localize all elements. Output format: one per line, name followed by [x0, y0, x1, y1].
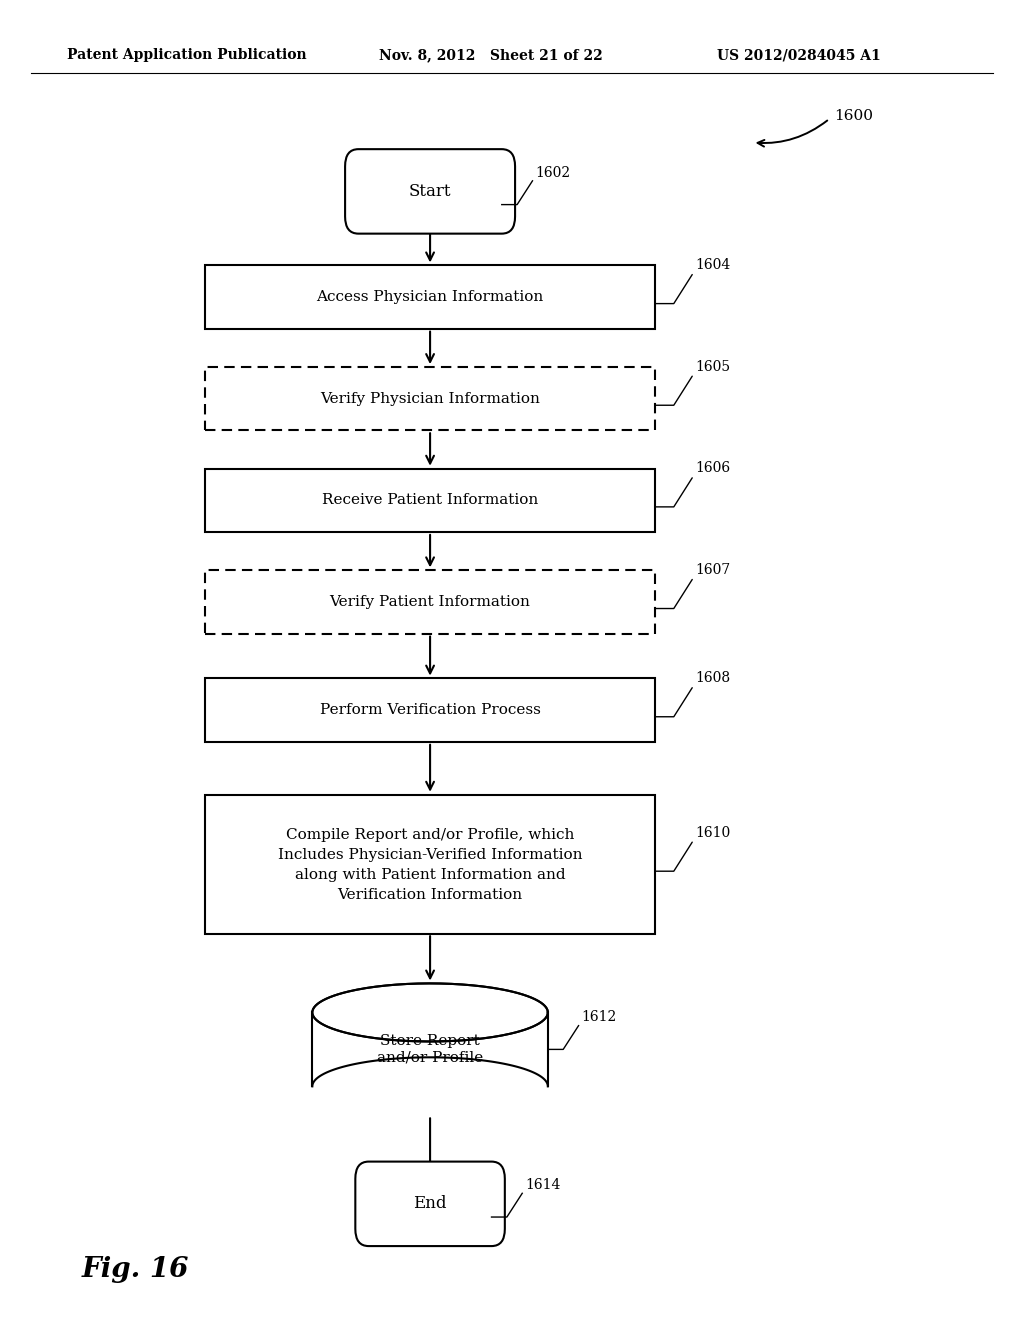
Text: 1602: 1602	[536, 165, 570, 180]
Text: 1606: 1606	[695, 461, 730, 475]
Text: 1605: 1605	[695, 359, 730, 374]
Bar	[205, 570, 655, 634]
Text: 1612: 1612	[582, 1010, 616, 1024]
Bar	[205, 469, 655, 532]
Text: Compile Report and/or Profile, which
Includes Physician-Verified Information
alo: Compile Report and/or Profile, which Inc…	[278, 828, 583, 902]
Text: End: End	[414, 1196, 446, 1212]
Text: Start: Start	[409, 183, 452, 199]
Text: Store Report
and/or Profile: Store Report and/or Profile	[377, 1035, 483, 1064]
Text: 1608: 1608	[695, 671, 730, 685]
Bar	[313, 1012, 547, 1086]
Text: Verify Physician Information: Verify Physician Information	[321, 392, 540, 405]
Bar	[205, 367, 655, 430]
FancyBboxPatch shape	[355, 1162, 505, 1246]
Bar	[205, 795, 655, 935]
Bar	[312, 1012, 548, 1086]
Text: Verify Patient Information: Verify Patient Information	[330, 595, 530, 609]
Text: 1610: 1610	[695, 825, 730, 840]
Text: 1600: 1600	[835, 110, 873, 123]
Text: Fig. 16: Fig. 16	[82, 1257, 189, 1283]
Polygon shape	[313, 985, 547, 1040]
Text: Receive Patient Information: Receive Patient Information	[322, 494, 539, 507]
Bar	[205, 678, 655, 742]
Text: 1607: 1607	[695, 562, 730, 577]
Text: US 2012/0284045 A1: US 2012/0284045 A1	[717, 49, 881, 62]
Text: Nov. 8, 2012   Sheet 21 of 22: Nov. 8, 2012 Sheet 21 of 22	[379, 49, 603, 62]
Text: 1614: 1614	[525, 1177, 561, 1192]
Text: Perform Verification Process: Perform Verification Process	[319, 704, 541, 717]
Bar	[205, 265, 655, 329]
Text: Access Physician Information: Access Physician Information	[316, 290, 544, 304]
Text: 1604: 1604	[695, 257, 730, 272]
FancyBboxPatch shape	[345, 149, 515, 234]
Text: Patent Application Publication: Patent Application Publication	[67, 49, 306, 62]
